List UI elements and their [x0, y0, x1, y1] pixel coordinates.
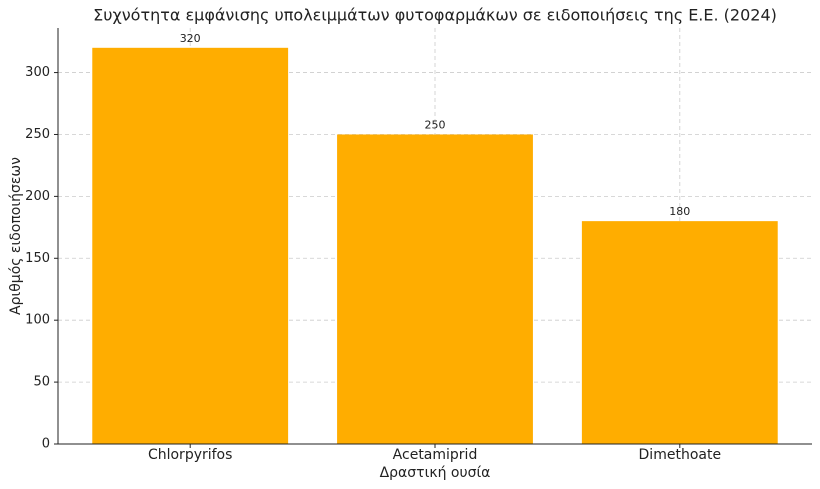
x-axis-label: Δραστική ουσία: [380, 465, 491, 481]
y-tick-label: 250: [25, 127, 50, 142]
value-label: 180: [669, 205, 690, 218]
x-tick-label: Dimethoate: [639, 447, 722, 463]
y-tick-label: 100: [25, 313, 50, 328]
x-tick-label: Acetamiprid: [393, 447, 478, 463]
x-tick-label: Chlorpyrifos: [148, 447, 232, 463]
bar: [581, 221, 778, 444]
value-label: 320: [180, 32, 201, 45]
y-tick-label: 300: [25, 65, 50, 80]
y-tick-label: 50: [33, 375, 50, 390]
value-label: 250: [425, 118, 446, 131]
chart-title: Συχνότητα εμφάνισης υπολειμμάτων φυτοφαρ…: [93, 6, 777, 25]
bar: [92, 47, 289, 445]
y-tick-label: 0: [42, 437, 50, 452]
y-tick-label: 200: [25, 189, 50, 204]
y-axis-label: Αριθμός ειδοποιήσεων: [8, 157, 24, 315]
y-tick-label: 150: [25, 251, 50, 266]
bar: [337, 134, 533, 444]
